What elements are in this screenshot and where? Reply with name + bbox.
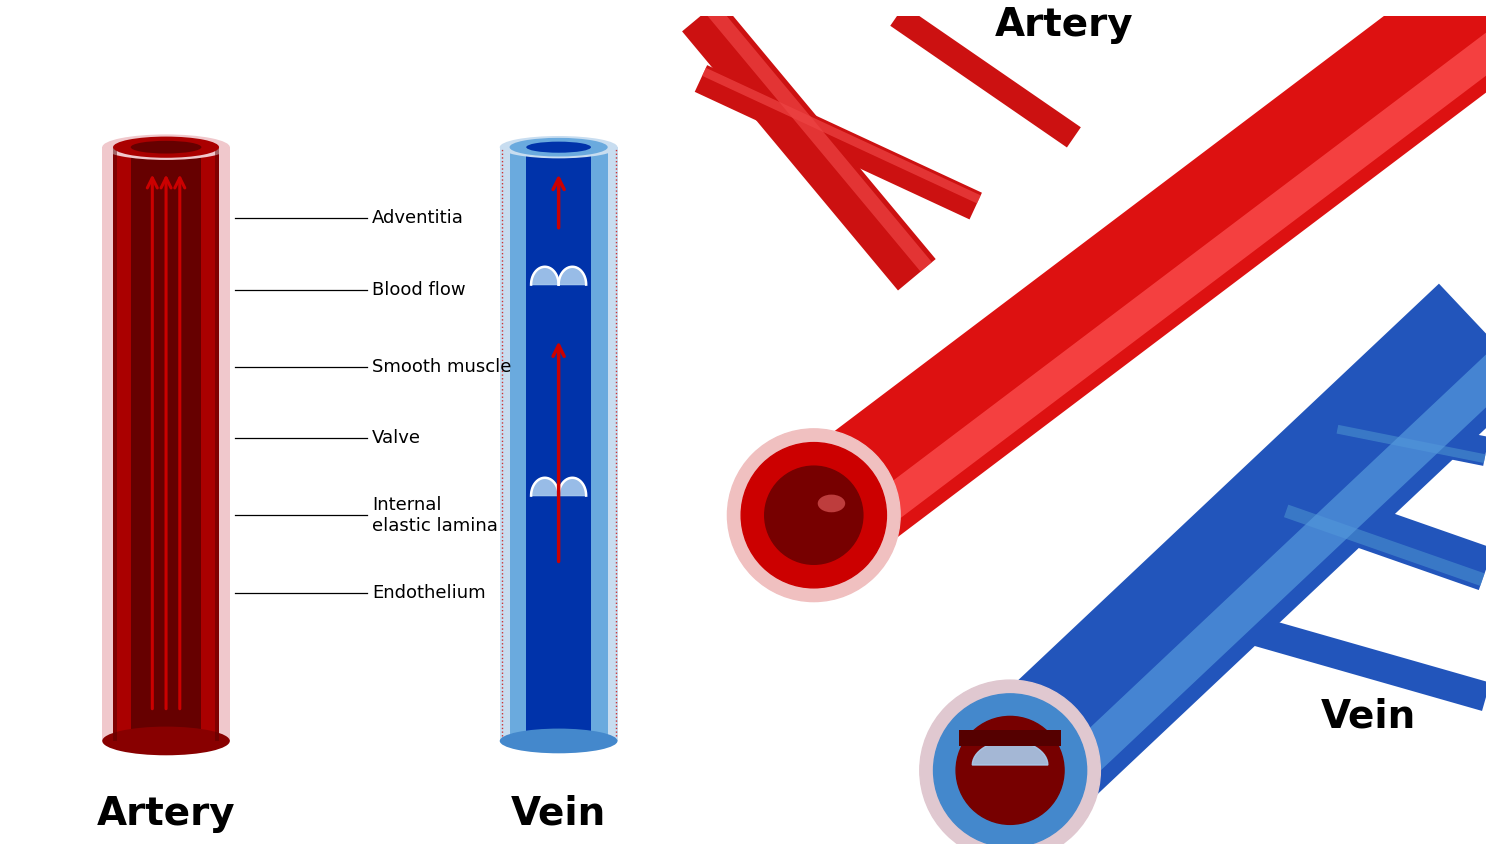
- Polygon shape: [1336, 425, 1485, 463]
- Circle shape: [765, 466, 862, 565]
- Circle shape: [956, 717, 1064, 825]
- Polygon shape: [694, 65, 982, 219]
- Polygon shape: [1282, 479, 1494, 590]
- Polygon shape: [214, 147, 219, 741]
- Text: Vein: Vein: [512, 795, 606, 833]
- Circle shape: [920, 680, 1101, 844]
- Polygon shape: [526, 147, 591, 741]
- Polygon shape: [102, 147, 230, 741]
- Polygon shape: [558, 478, 586, 495]
- Ellipse shape: [510, 138, 608, 156]
- Ellipse shape: [500, 728, 618, 754]
- Polygon shape: [972, 741, 1048, 765]
- Polygon shape: [510, 147, 608, 741]
- Text: Artery: Artery: [994, 6, 1134, 44]
- Polygon shape: [986, 344, 1500, 844]
- Text: Endothelium: Endothelium: [372, 583, 486, 602]
- Text: Smooth muscle: Smooth muscle: [372, 358, 512, 376]
- Polygon shape: [958, 730, 1062, 746]
- Polygon shape: [742, 0, 1500, 598]
- Circle shape: [933, 694, 1086, 844]
- Circle shape: [741, 442, 886, 587]
- Polygon shape: [928, 284, 1500, 844]
- Polygon shape: [891, 6, 1082, 148]
- Ellipse shape: [112, 137, 219, 158]
- Circle shape: [728, 429, 900, 602]
- Polygon shape: [558, 267, 586, 284]
- Text: Internal
elastic lamina: Internal elastic lamina: [372, 496, 498, 535]
- Ellipse shape: [526, 142, 591, 153]
- Ellipse shape: [102, 134, 230, 160]
- Ellipse shape: [500, 136, 618, 159]
- Polygon shape: [788, 26, 1500, 587]
- Text: Artery: Artery: [96, 795, 236, 833]
- Polygon shape: [1208, 604, 1490, 711]
- Polygon shape: [531, 478, 558, 495]
- Text: Blood flow: Blood flow: [372, 281, 466, 299]
- Text: Vein: Vein: [1320, 697, 1416, 735]
- Polygon shape: [531, 267, 558, 284]
- Ellipse shape: [818, 495, 844, 512]
- Polygon shape: [702, 68, 981, 203]
- Polygon shape: [682, 0, 936, 290]
- Polygon shape: [500, 147, 618, 741]
- Polygon shape: [1336, 408, 1490, 466]
- Polygon shape: [112, 147, 117, 741]
- Polygon shape: [112, 147, 219, 741]
- Polygon shape: [705, 3, 932, 272]
- Text: Valve: Valve: [372, 429, 422, 447]
- Ellipse shape: [130, 141, 201, 154]
- Ellipse shape: [102, 727, 230, 755]
- Text: Adventitia: Adventitia: [372, 209, 464, 227]
- Polygon shape: [1284, 505, 1485, 586]
- Polygon shape: [130, 147, 201, 741]
